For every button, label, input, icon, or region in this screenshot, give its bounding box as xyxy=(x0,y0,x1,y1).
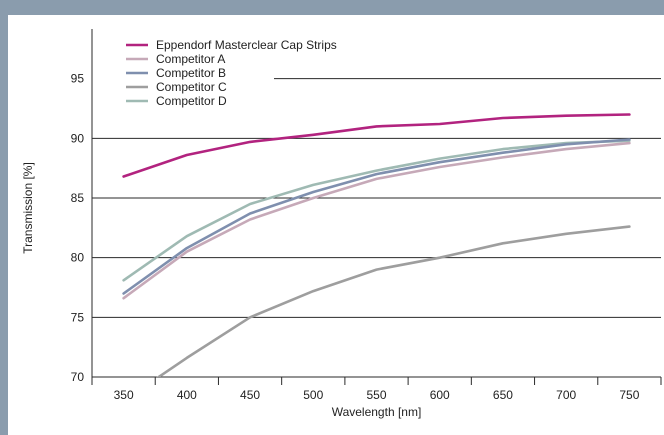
series-layer xyxy=(122,113,631,377)
series-line-2 xyxy=(122,138,631,295)
y-tick-label: 70 xyxy=(71,370,85,384)
series-line-1 xyxy=(122,141,631,300)
x-tick-label: 400 xyxy=(177,388,197,402)
x-tick-label: 600 xyxy=(430,388,450,402)
grid-layer xyxy=(92,78,661,318)
y-tick-label: 90 xyxy=(71,131,85,145)
x-tick-label: 450 xyxy=(240,388,260,402)
y-axis-title: Transmission [%] xyxy=(21,162,35,254)
legend-label: Competitor B xyxy=(156,66,226,80)
x-tick-label: 750 xyxy=(619,388,639,402)
y-tick-label: 80 xyxy=(71,251,85,265)
legend-label: Competitor C xyxy=(156,80,227,94)
legend: Eppendorf Masterclear Cap StripsCompetit… xyxy=(126,38,337,108)
legend-label: Eppendorf Masterclear Cap Strips xyxy=(156,38,337,52)
legend-label: Competitor A xyxy=(156,52,225,66)
y-tick-label: 95 xyxy=(71,72,85,86)
y-tick-label: 85 xyxy=(71,191,85,205)
x-tick-label: 700 xyxy=(556,388,576,402)
x-tick-label: 500 xyxy=(303,388,323,402)
legend-label: Competitor D xyxy=(156,94,227,108)
series-line-4 xyxy=(122,139,631,282)
series-line-3 xyxy=(156,225,631,377)
axis-layer: 70 75 80 85 90 95 350 400 450 500 550 600 650 700 750 xyxy=(71,29,662,402)
x-tick-label: 650 xyxy=(493,388,513,402)
x-tick-label: 550 xyxy=(366,388,386,402)
chart-panel: 70 75 80 85 90 95 350 400 450 500 550 600 650 700 750 … xyxy=(8,15,664,435)
y-tick-label: 75 xyxy=(71,310,85,324)
x-tick-label: 350 xyxy=(114,388,134,402)
x-axis-title: Wavelength [nm] xyxy=(332,405,422,419)
series-line-0 xyxy=(122,113,631,178)
